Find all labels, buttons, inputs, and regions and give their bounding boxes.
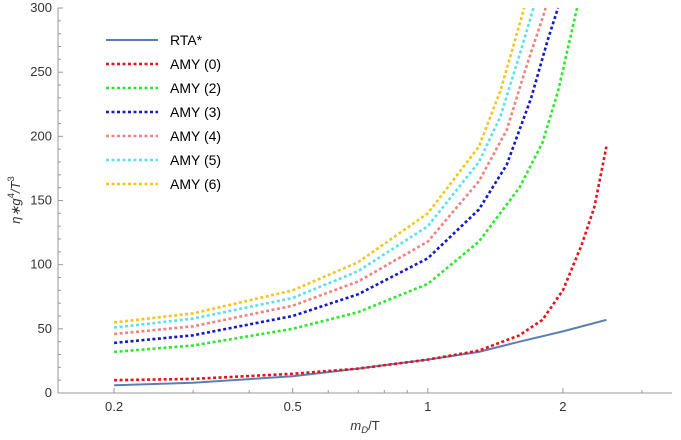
y-axis-ticks: 0 50 100 150 200 250 300	[30, 0, 63, 400]
y-tick-label: 50	[38, 321, 52, 336]
legend-label: RTA*	[170, 32, 203, 48]
y-tick-label: 150	[30, 193, 52, 208]
y-tick-label: 100	[30, 257, 52, 272]
legend: RTA* AMY (0) AMY (2) AMY (3) AMY (4) AMY (5) A…	[106, 32, 221, 192]
y-tick-label: 0	[45, 385, 52, 400]
series-layer	[113, 7, 608, 387]
x-tick-label: 0.5	[284, 399, 302, 414]
x-axis-title: mD/T	[350, 418, 379, 436]
legend-label: AMY (0)	[170, 56, 221, 72]
x-tick-label: 2	[559, 399, 566, 414]
legend-label: AMY (2)	[170, 80, 221, 96]
legend-label: AMY (6)	[170, 176, 221, 192]
series-line	[113, 7, 547, 336]
legend-label: AMY (3)	[170, 104, 221, 120]
series-line	[114, 146, 608, 382]
legend-label: AMY (4)	[170, 128, 221, 144]
x-axis-ticks: 0.2 0.5 1 2	[105, 388, 643, 414]
legend-label: AMY (5)	[170, 152, 221, 168]
y-tick-label: 300	[30, 0, 52, 15]
series-line	[113, 7, 526, 324]
y-tick-label: 200	[30, 128, 52, 143]
y-tick-label: 250	[30, 64, 52, 79]
series-line	[114, 318, 607, 387]
x-tick-label: 0.2	[105, 399, 123, 414]
x-tick-label: 1	[424, 399, 431, 414]
series-line	[113, 7, 560, 345]
plot-frame	[57, 8, 672, 394]
y-axis-title: η∗g4/T3	[6, 176, 23, 224]
